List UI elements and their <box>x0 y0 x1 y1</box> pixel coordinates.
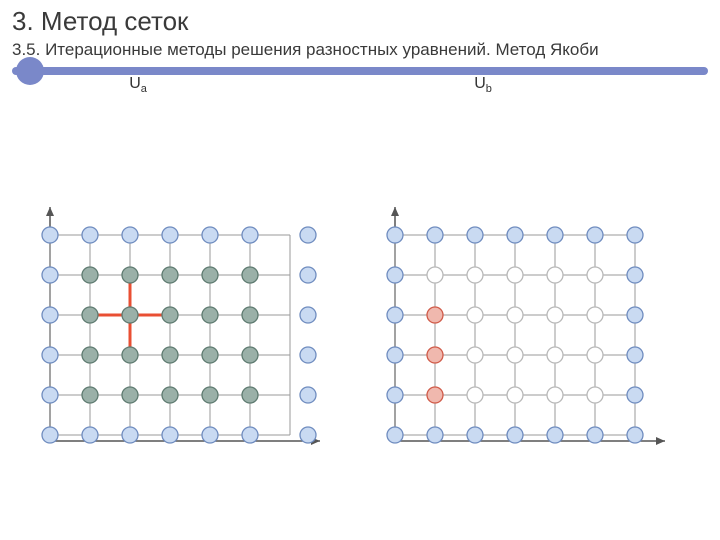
node-boundary <box>387 347 403 363</box>
node-boundary <box>42 387 58 403</box>
page-title: 3. Метод сеток <box>12 6 708 37</box>
node-interior <box>162 267 178 283</box>
node-boundary <box>627 227 643 243</box>
node-boundary <box>627 387 643 403</box>
node-boundary <box>300 427 316 443</box>
node-interior <box>122 347 138 363</box>
node-interior <box>547 347 563 363</box>
node-boundary <box>42 227 58 243</box>
node-interior <box>82 267 98 283</box>
node-boundary <box>627 427 643 443</box>
grid-label-ub: Ub <box>474 75 492 95</box>
node-interior <box>242 307 258 323</box>
node-interior <box>242 267 258 283</box>
node-interior <box>467 347 483 363</box>
node-interior <box>467 267 483 283</box>
node-boundary <box>627 307 643 323</box>
diagram-area: Ua Ub <box>0 75 720 505</box>
node-boundary <box>507 227 523 243</box>
node-boundary <box>387 387 403 403</box>
node-boundary <box>300 227 316 243</box>
node-interior <box>162 347 178 363</box>
node-interior <box>202 267 218 283</box>
node-boundary <box>300 347 316 363</box>
node-interior <box>467 307 483 323</box>
node-boundary <box>627 347 643 363</box>
node-boundary <box>627 267 643 283</box>
node-interior <box>427 307 443 323</box>
node-interior <box>587 267 603 283</box>
node-boundary <box>42 307 58 323</box>
node-boundary <box>467 427 483 443</box>
node-boundary <box>387 427 403 443</box>
node-boundary <box>202 227 218 243</box>
node-interior <box>242 347 258 363</box>
node-boundary <box>162 227 178 243</box>
node-boundary <box>427 227 443 243</box>
grid-ub <box>377 195 675 455</box>
node-boundary <box>42 427 58 443</box>
node-interior <box>162 307 178 323</box>
node-interior <box>547 307 563 323</box>
node-interior <box>122 307 138 323</box>
node-boundary <box>162 427 178 443</box>
node-interior <box>467 387 483 403</box>
node-boundary <box>300 267 316 283</box>
grid-label-ua: Ua <box>129 75 147 95</box>
node-interior <box>202 387 218 403</box>
node-boundary <box>587 227 603 243</box>
node-boundary <box>122 427 138 443</box>
node-interior <box>587 307 603 323</box>
node-interior <box>82 307 98 323</box>
node-boundary <box>242 227 258 243</box>
node-interior <box>242 387 258 403</box>
node-boundary <box>300 387 316 403</box>
node-interior <box>202 347 218 363</box>
node-interior <box>202 307 218 323</box>
node-boundary <box>387 307 403 323</box>
node-interior <box>427 267 443 283</box>
grid-ua <box>32 195 348 455</box>
node-interior <box>507 387 523 403</box>
node-interior <box>122 267 138 283</box>
node-boundary <box>547 227 563 243</box>
node-boundary <box>82 427 98 443</box>
node-interior <box>427 387 443 403</box>
node-interior <box>587 387 603 403</box>
node-boundary <box>242 427 258 443</box>
node-boundary <box>82 227 98 243</box>
node-interior <box>82 347 98 363</box>
node-boundary <box>427 427 443 443</box>
accent-rule <box>12 67 708 75</box>
node-boundary <box>42 267 58 283</box>
node-boundary <box>507 427 523 443</box>
node-boundary <box>387 227 403 243</box>
node-interior <box>82 387 98 403</box>
node-boundary <box>387 267 403 283</box>
node-interior <box>507 267 523 283</box>
node-interior <box>547 267 563 283</box>
node-boundary <box>202 427 218 443</box>
node-interior <box>162 387 178 403</box>
node-boundary <box>42 347 58 363</box>
node-boundary <box>587 427 603 443</box>
node-boundary <box>122 227 138 243</box>
node-interior <box>427 347 443 363</box>
page-subtitle: 3.5. Итерационные методы решения разност… <box>12 39 708 61</box>
node-boundary <box>547 427 563 443</box>
node-boundary <box>300 307 316 323</box>
node-interior <box>122 387 138 403</box>
node-interior <box>547 387 563 403</box>
node-interior <box>507 347 523 363</box>
node-interior <box>587 347 603 363</box>
node-interior <box>507 307 523 323</box>
node-boundary <box>467 227 483 243</box>
